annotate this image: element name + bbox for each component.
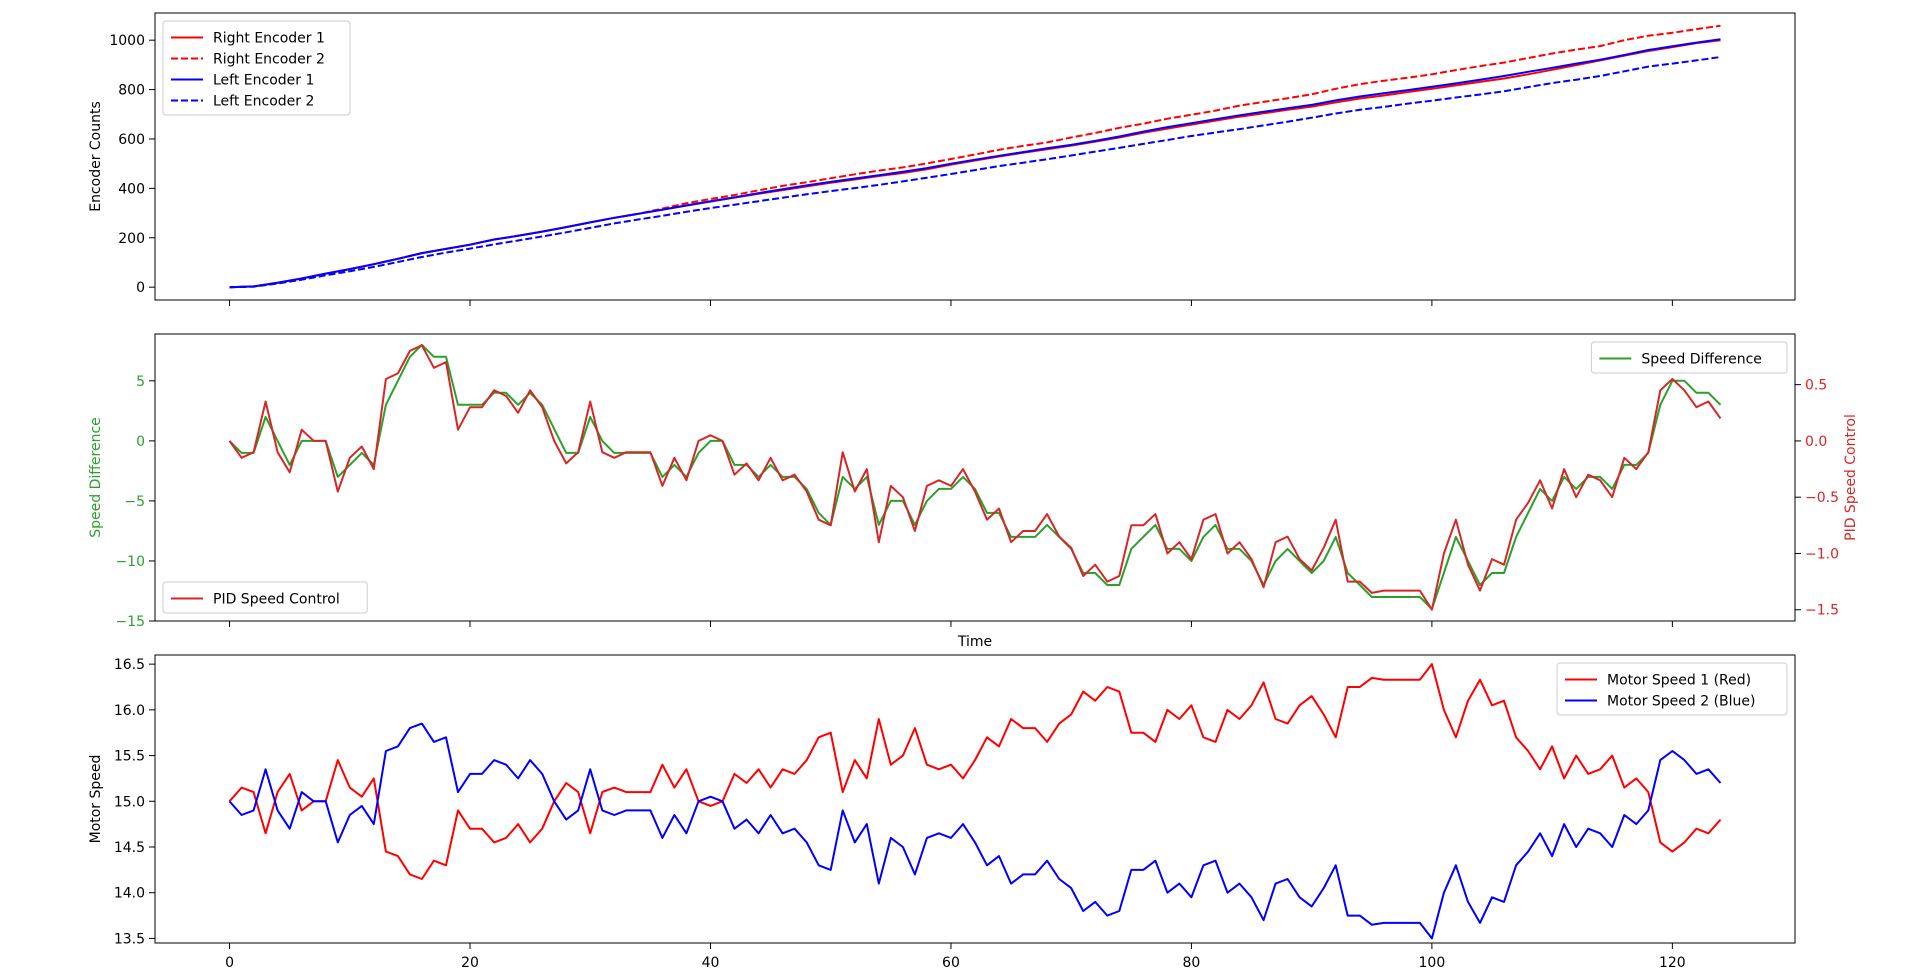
y-tick-label: 14.0 — [114, 886, 145, 902]
x-tick-label: 0 — [225, 955, 234, 971]
y-tick-label: 13.5 — [114, 931, 145, 947]
y-tick-label: −10 — [115, 554, 145, 570]
y-tick-label: 600 — [118, 132, 145, 148]
x-tick-label: 120 — [1659, 955, 1686, 971]
y-tick-label: 0 — [136, 280, 145, 296]
legend-frame — [162, 581, 368, 614]
legend-frame — [1590, 341, 1788, 374]
legend: Speed Difference — [1590, 341, 1788, 374]
plot-frame — [154, 333, 1796, 622]
legend: Motor Speed 1 (Red) Motor Speed 2 (Blue) — [1556, 662, 1788, 716]
y-tick-label: 1000 — [109, 33, 145, 49]
series-line-1 — [228, 663, 1722, 880]
legend-label: Motor Speed 2 (Blue) — [1607, 694, 1756, 710]
legend-label: Speed Difference — [1641, 352, 1762, 368]
series-line-2 — [228, 344, 1722, 611]
right-y-axis-label: PID Speed Control — [1843, 414, 1859, 541]
chart-panel-3: 020406080100120Time13.514.014.515.015.51… — [88, 654, 1796, 977]
x-tick-label: 60 — [942, 955, 960, 971]
legend-label: PID Speed Control — [213, 592, 340, 608]
x-tick-label: 40 — [702, 955, 720, 971]
legend-label: Right Encoder 2 — [213, 52, 325, 68]
legend-label: Left Encoder 2 — [213, 94, 314, 110]
right-y-tick-label: −0.5 — [1805, 490, 1839, 506]
x-tick-label: 20 — [461, 955, 479, 971]
legend-label: Left Encoder 1 — [213, 73, 314, 89]
legend-label: Right Encoder 1 — [213, 31, 325, 47]
right-y-tick-label: −1.0 — [1805, 546, 1839, 562]
series-line-2 — [228, 722, 1722, 940]
y-tick-label: 0 — [136, 434, 145, 450]
legend-frame — [1556, 662, 1788, 716]
y-axis-label: Motor Speed — [88, 755, 104, 844]
chart-panel-1: 0 200 400 600 800 1000 Encoder Counts Right Enc… — [88, 12, 1796, 306]
y-tick-label: 800 — [118, 83, 145, 99]
y-axis-label: Encoder Counts — [88, 101, 104, 212]
series-line-4 — [229, 56, 1721, 289]
plot-frame — [154, 654, 1796, 944]
y-tick-label: 16.0 — [114, 703, 145, 719]
right-y-tick-label: −1.5 — [1805, 603, 1839, 619]
y-tick-label: 200 — [118, 231, 145, 247]
y-axis-label: Speed Difference — [88, 417, 104, 538]
legend-label: Motor Speed 1 (Red) — [1607, 673, 1751, 689]
y-tick-label: 5 — [136, 374, 145, 390]
series-line-1 — [228, 343, 1722, 610]
y-tick-label: 15.0 — [114, 794, 145, 810]
y-tick-label: −5 — [124, 494, 145, 510]
plot-frame — [154, 12, 1796, 301]
chart-panel-2: Time −15 −10 −5 0 5 Speed Difference −1.5 −1.0 −0… — [88, 333, 1859, 650]
right-y-tick-label: 0.5 — [1805, 378, 1827, 394]
series-line-3 — [229, 38, 1721, 289]
y-tick-label: 400 — [118, 181, 145, 197]
y-tick-label: −15 — [115, 614, 145, 630]
y-tick-label: 16.5 — [114, 657, 145, 673]
x-tick-label: 100 — [1419, 955, 1446, 971]
y-tick-label: 15.5 — [114, 749, 145, 765]
legend-secondary: PID Speed Control — [162, 581, 368, 614]
legend: Right Encoder 1 Right Encoder 2 Left Encod… — [162, 20, 351, 116]
y-tick-label: 14.5 — [114, 840, 145, 856]
x-axis-label: Time — [957, 634, 992, 650]
right-y-tick-label: 0.0 — [1805, 434, 1827, 450]
legend-frame — [162, 20, 351, 116]
x-tick-label: 80 — [1183, 955, 1201, 971]
